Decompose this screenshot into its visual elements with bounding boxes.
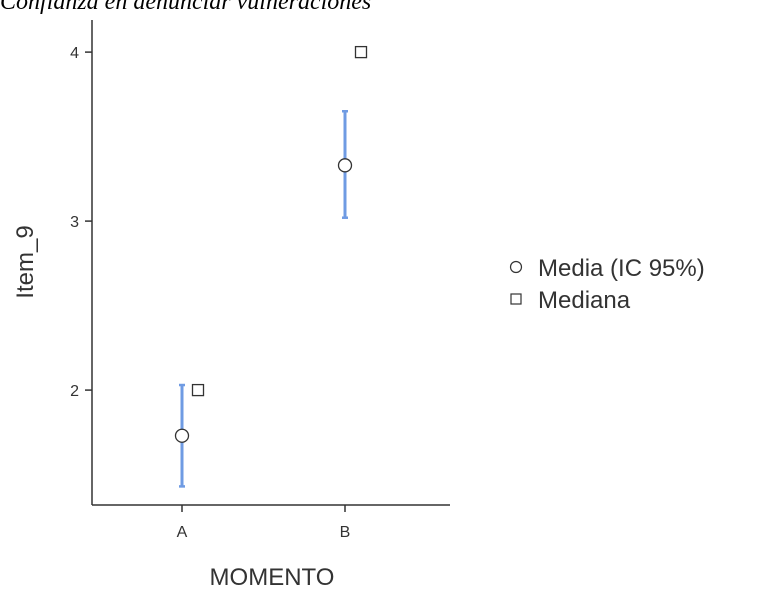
mean-point — [337, 158, 353, 173]
median-point — [191, 383, 205, 397]
legend: Media (IC 95%) Mediana — [509, 255, 705, 314]
data-marks — [174, 45, 368, 443]
errorbars — [179, 110, 348, 488]
y-tick-label: 4 — [70, 45, 79, 62]
legend-label-median: Mediana — [538, 287, 631, 314]
median-point — [354, 45, 368, 59]
mean-point — [174, 428, 190, 443]
x-tick-label: A — [177, 524, 188, 541]
y-ticks: 2 3 4 — [70, 45, 92, 400]
legend-label-mean: Media (IC 95%) — [538, 255, 705, 282]
x-axis-title: MOMENTO — [210, 564, 335, 591]
y-axis-title: Item_9 — [12, 225, 39, 298]
legend-circle-symbol — [509, 260, 523, 274]
y-tick-label: 3 — [70, 214, 79, 231]
chart-title: Confianza en denunciar vulneraciones — [0, 0, 371, 15]
x-tick-label: B — [340, 524, 351, 541]
axes — [91, 20, 450, 506]
legend-square-symbol — [510, 293, 522, 305]
y-tick-label: 2 — [70, 383, 79, 400]
